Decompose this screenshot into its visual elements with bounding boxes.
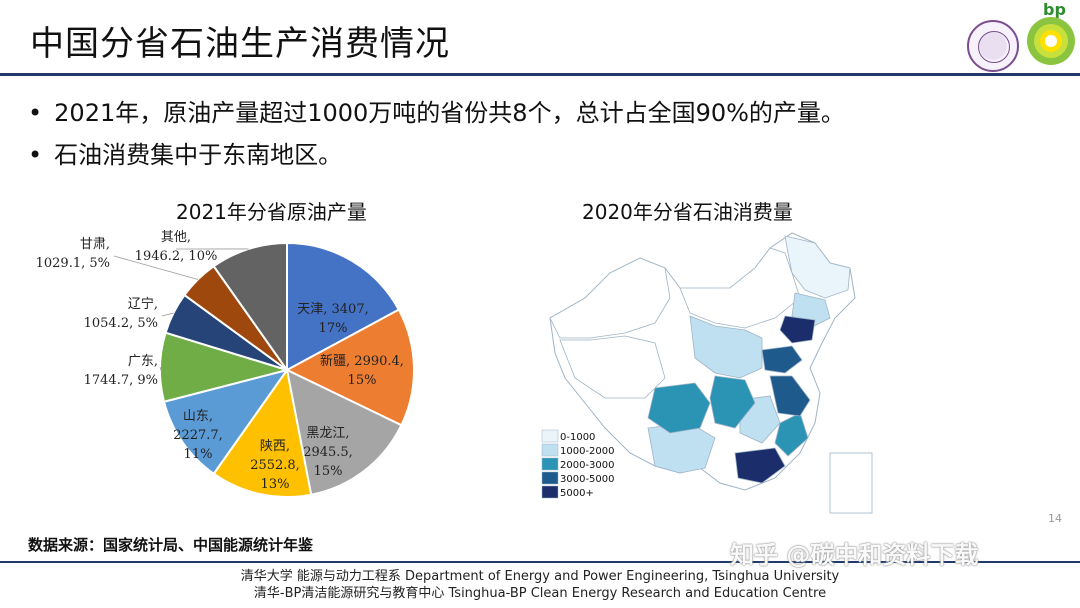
data-source-note: 数据来源：国家统计局、中国能源统计年鉴: [28, 536, 314, 554]
legend-label: 1000-2000: [560, 446, 615, 457]
watermark-text: 知乎 @碳中和资料下载: [730, 541, 979, 569]
page-number: 14: [1048, 512, 1062, 525]
map-region-liaoning: [779, 315, 816, 344]
pie-data-label: 黑龙江, 2945.5, 15%: [303, 426, 353, 479]
pie-data-label: 天津, 3407, 17%: [297, 302, 368, 336]
pie-leader-line: [159, 366, 163, 374]
pie-slice: [162, 368, 290, 476]
pie-data-label: 陕西, 2552.8, 13%: [250, 439, 300, 492]
legend-swatch: [541, 471, 559, 485]
legend-label: 2000-3000: [560, 460, 615, 471]
map-region-xinjiang: [549, 257, 671, 339]
bullet-item: 2021年，原油产量超过1000万吨的省份共8个，总计占全国90%的产量。: [28, 92, 845, 134]
university-seal-icon: [967, 20, 1019, 72]
map-region-tibet: [559, 335, 666, 399]
consumption-map: 0-1000 1000-2000 2000-3000 3000-5000 5000+: [541, 232, 873, 514]
pie-data-label: 其他, 1946.2, 10%: [135, 230, 218, 264]
slide-title: 中国分省石油生产消费情况: [30, 24, 450, 64]
footer-divider: [0, 561, 1080, 563]
bullet-item: 石油消费集中于东南地区。: [28, 134, 845, 176]
map-region-north: [689, 315, 763, 379]
map-region-guangdong: [734, 447, 786, 484]
map-region-central: [709, 375, 756, 429]
footer: 清华大学 能源与动力工程系 Department of Energy and P…: [0, 568, 1080, 602]
legend-swatch: [541, 457, 559, 471]
legend-label: 0-1000: [560, 432, 595, 443]
map-region-sichuan: [647, 382, 711, 434]
production-pie-chart: 天津, 3407, 17% 新疆, 2990.4, 15% 黑龙江, 2945.5, 15%…: [36, 230, 415, 498]
south-china-sea-inset: [829, 452, 873, 514]
map-chart-title: 2020年分省石油消费量: [582, 200, 793, 224]
pie-data-label: 广东, 1744.7, 9%: [84, 354, 158, 388]
pie-slice: [212, 367, 313, 498]
pie-slice: [286, 241, 401, 372]
footer-line: 清华大学 能源与动力工程系 Department of Energy and P…: [240, 569, 840, 584]
bp-wordmark: bp: [1043, 0, 1066, 19]
map-region-heilongjiang: [784, 235, 851, 299]
map-region-shandong: [761, 345, 803, 374]
pie-data-label: 甘肃, 1029.1, 5%: [36, 237, 110, 271]
bp-helios-logo-icon: [1027, 17, 1075, 65]
pie-leader-line: [161, 312, 174, 317]
legend-swatch: [541, 485, 559, 499]
pie-data-label: 辽宁, 1054.2, 5%: [84, 296, 158, 331]
map-legend: 0-1000 1000-2000 2000-3000 3000-5000 5000+: [541, 429, 615, 499]
legend-swatch: [541, 443, 559, 457]
pie-chart-title: 2021年分省原油产量: [176, 200, 367, 224]
title-divider: [0, 73, 1080, 76]
legend-label: 5000+: [560, 488, 594, 499]
map-region-jiangsu-zhejiang: [769, 375, 811, 417]
map-region-innermongolia: [679, 247, 801, 329]
legend-swatch: [541, 429, 559, 443]
pie-data-label: 新疆, 2990.4, 15%: [320, 353, 404, 388]
legend-label: 3000-5000: [560, 474, 615, 485]
pie-data-label: 山东, 2227.7, 11%: [173, 409, 223, 462]
pie-slice: [285, 368, 403, 496]
bullet-list: 2021年，原油产量超过1000万吨的省份共8个，总计占全国90%的产量。 石油…: [28, 92, 845, 176]
pie-slice: [212, 241, 288, 374]
pie-slice: [284, 308, 415, 427]
footer-line: 清华-BP清洁能源研究与教育中心 Tsinghua-BP Clean Energ…: [253, 586, 827, 601]
pie-leader-line: [113, 255, 199, 280]
